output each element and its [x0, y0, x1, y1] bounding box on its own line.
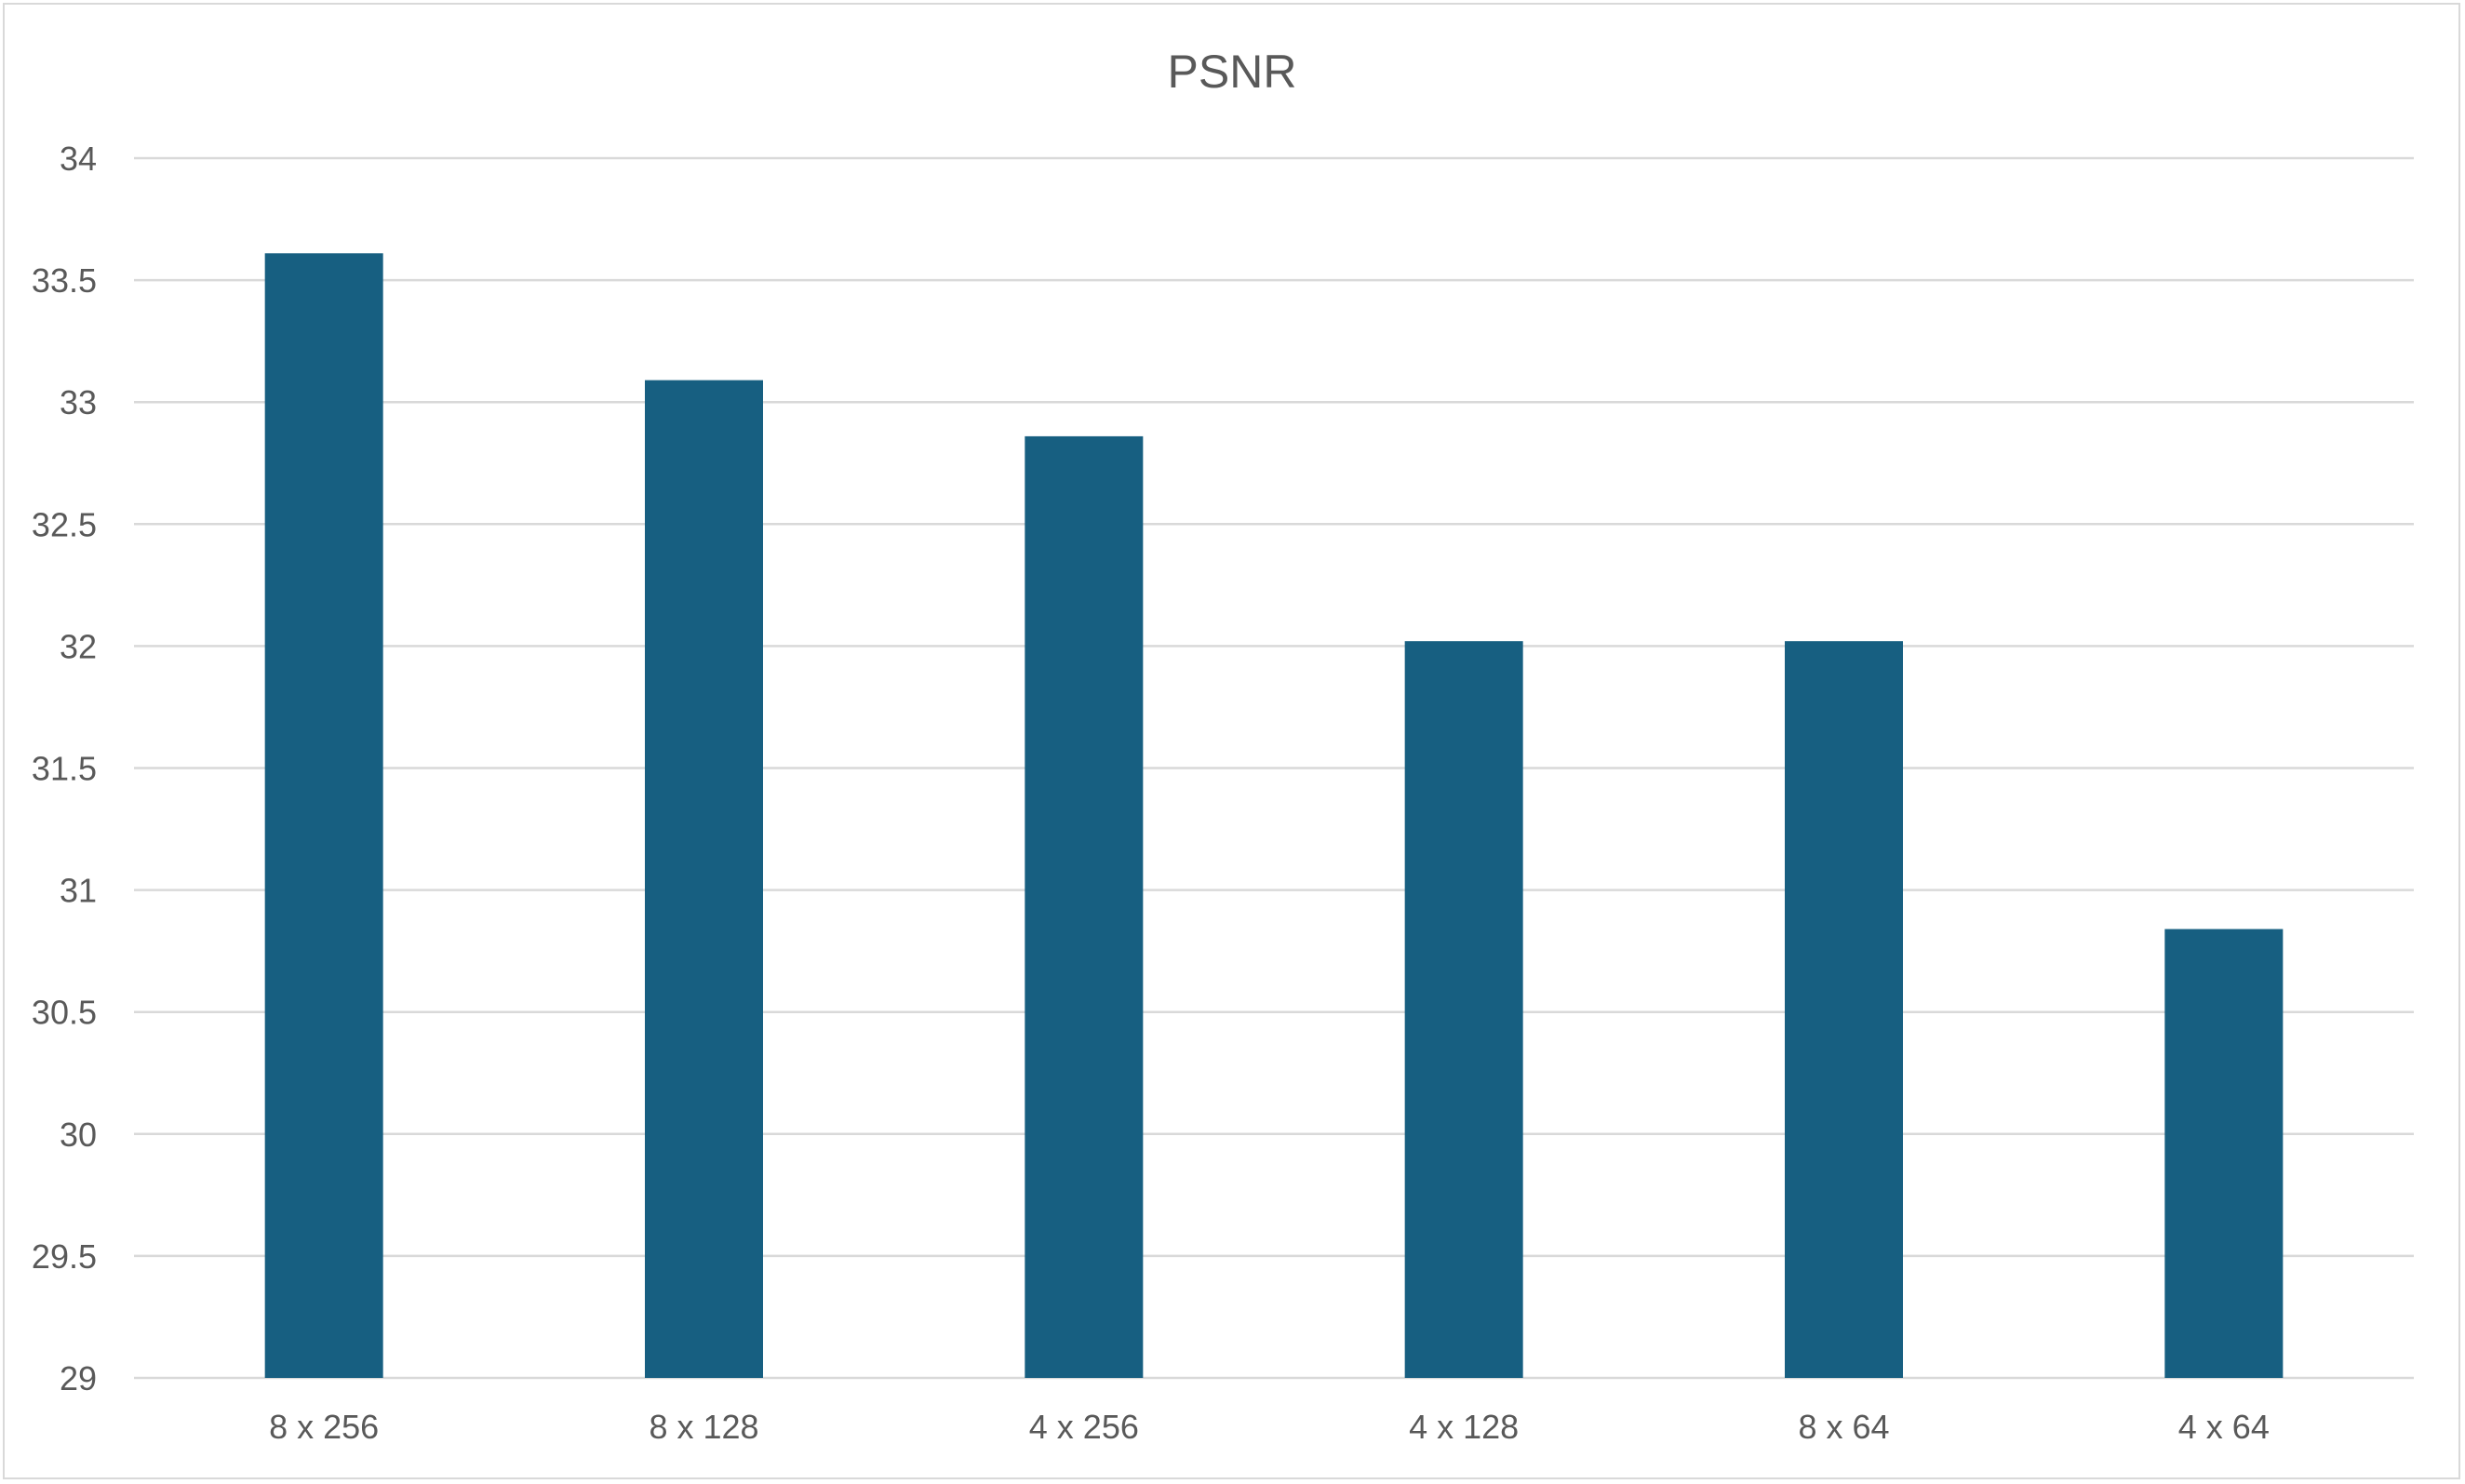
gridlines: [134, 156, 2414, 1380]
chart-area: [3, 3, 2460, 1479]
y-tick-label: 34: [60, 140, 97, 178]
bars: [264, 253, 2284, 1379]
y-tick-label: 30: [60, 1116, 97, 1154]
x-tick-label: 8 x 256: [269, 1408, 379, 1446]
y-tick-label: 29.5: [32, 1237, 97, 1276]
y-tick-label: 29: [60, 1359, 97, 1397]
y-tick-label: 33: [60, 383, 97, 421]
y-tick-label: 31.5: [32, 750, 97, 788]
x-axis-tick-labels: 8 x 256 8 x 128 4 x 256 4 x 128 8 x 64 4 x 64: [269, 1408, 2270, 1446]
bar-8x256: [264, 253, 383, 1378]
x-tick-label: 4 x 256: [1029, 1408, 1139, 1446]
bar-4x256: [1025, 435, 1144, 1379]
y-tick-label: 32.5: [32, 505, 97, 543]
y-axis-tick-labels: 29 29.5 30 30.5 31 31.5 32 32.5 33 33.5 34: [32, 140, 97, 1397]
y-tick-label: 33.5: [32, 261, 97, 300]
bar-8x64: [1785, 641, 1903, 1378]
bar-4x128: [1404, 641, 1523, 1378]
y-tick-label: 32: [60, 627, 97, 665]
y-tick-label: 30.5: [32, 994, 97, 1032]
x-tick-label: 8 x 64: [1798, 1408, 1889, 1446]
x-tick-label: 4 x 64: [2178, 1408, 2270, 1446]
bar-8x128: [645, 380, 763, 1378]
x-tick-label: 4 x 128: [1409, 1408, 1519, 1446]
chart-title: PSNR: [1168, 46, 1297, 98]
bar-4x64: [2164, 929, 2284, 1378]
y-tick-label: 31: [60, 872, 97, 910]
x-tick-label: 8 x 128: [649, 1408, 758, 1446]
